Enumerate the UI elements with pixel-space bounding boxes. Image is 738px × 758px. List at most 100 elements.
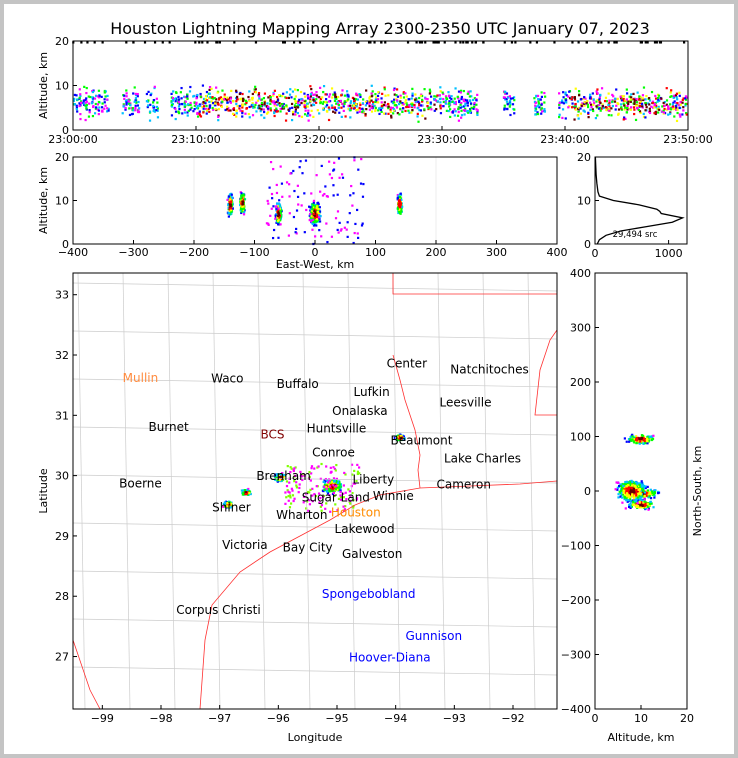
time-source-point [464,107,467,111]
map-source-point [325,487,328,490]
time-source-point [78,102,81,105]
time-source-point [238,92,241,96]
ew-source-point [399,203,402,206]
ns-source-point [639,499,642,502]
ew-source-point [337,231,340,234]
ns-source-point [632,503,635,506]
ew-source-point [275,217,279,221]
time-source-point [512,96,516,99]
time-source-point [107,109,110,112]
ew-source-point [228,209,232,212]
time-source-point [453,97,456,100]
map-source-point [240,489,243,492]
ew-source-point [332,184,335,187]
time-source-point [216,91,219,94]
time-source-point [595,90,598,93]
time-source-point [420,93,423,96]
ns-source-point [619,483,622,486]
place-label: Conroe [312,446,355,460]
time-source-point [339,100,342,103]
time-source-point [627,102,630,105]
time-source-point [341,102,344,106]
time-source-point [513,108,516,111]
time-source-point [537,98,540,101]
time-source-point [447,91,450,94]
map-source-point [311,494,314,497]
time-source-point [670,89,673,92]
time-source-point [260,114,263,117]
place-label: Center [387,356,427,370]
time-source-point [558,92,561,95]
time-tick-label: 23:40:00 [540,133,589,146]
time-source-point [218,97,221,100]
time-source-point [79,93,82,96]
time-source-point [567,95,570,98]
time-source-point [364,112,367,116]
time-source-point [180,97,183,100]
ew-source-point [398,200,402,203]
time-source-point [238,107,241,110]
time-source-point [433,41,437,44]
map-source-point [322,480,325,484]
time-source-point [354,103,358,106]
time-source-point [322,108,325,111]
ew-source-point [314,209,317,212]
time-source-point [675,108,678,111]
time-source-point [506,103,509,106]
ns-source-point [650,490,654,493]
time-source-point [503,41,506,44]
time-source-point [208,92,211,95]
time-source-point [374,108,377,112]
time-source-point [639,111,642,114]
county-line [437,272,446,710]
ns-source-point [644,486,647,490]
time-source-point [349,104,352,107]
time-source-point [576,100,580,103]
time-source-point [377,109,380,112]
time-source-point [106,107,109,110]
map-source-point [298,486,301,490]
time-source-point [294,110,297,113]
ns-source-point [651,437,655,440]
ew-source-point [274,206,278,209]
ns-source-point [638,442,641,445]
ns-source-point [637,492,640,495]
time-source-point [611,99,614,102]
time-source-point [460,114,464,117]
time-source-point [267,96,270,99]
time-source-point [583,97,586,100]
ew-source-point [357,236,360,240]
ns-source-point [627,491,631,495]
ns-source-point [638,438,641,441]
time-source-point [380,101,383,104]
ns-source-point [641,434,645,437]
ew-source-point [340,228,343,231]
time-source-point [186,97,189,100]
place-label: Galveston [342,547,402,561]
ns-source-point [619,495,622,498]
ns-source-point [620,490,623,493]
ew-source-point [328,173,331,176]
time-source-point [464,109,467,112]
map-source-point [285,496,288,499]
time-source-point [558,113,561,116]
time-source-point [186,93,189,96]
ns-source-point [633,484,636,487]
ns-ylabel: North-South, km [691,446,704,537]
time-source-point [468,111,472,114]
map-source-point [339,484,342,487]
county-line [257,272,266,710]
ew-source-point [230,197,234,200]
time-source-point [91,98,94,101]
time-source-point [638,98,641,101]
time-source-point [273,114,276,118]
map-source-point [338,483,341,486]
time-source-point [256,107,260,110]
time-source-point [580,104,583,107]
time-source-point [352,102,356,105]
time-source-point [421,98,424,101]
map-source-point [316,466,319,469]
time-source-point [155,97,158,100]
time-source-point [382,103,386,107]
map-source-point [340,496,343,499]
